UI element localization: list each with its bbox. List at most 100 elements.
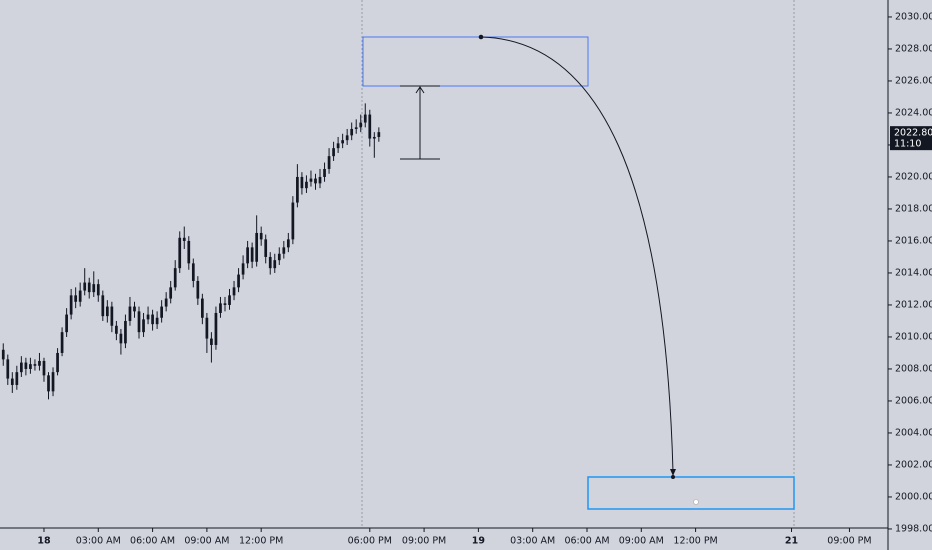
candle-body [78,290,82,302]
candle-body [105,306,109,317]
x-tick-label: 18 [37,536,51,547]
y-tick-label: 2028.00 [895,43,932,54]
y-tick-label: 2004.00 [895,427,932,438]
last-price-label: 2022.80 [894,128,932,139]
candle-body [96,284,100,296]
candle-body [210,338,213,345]
rectangle-drawing[interactable] [362,36,589,87]
candle-body [187,240,191,264]
candle-body [115,325,118,334]
candle-body [359,122,363,128]
candle-body [29,364,32,369]
rectangle-drawing[interactable] [587,476,795,510]
candle-body [232,287,236,296]
candle-body [33,364,37,366]
y-tick-label: 1998.00 [895,523,932,534]
cursor-dot [693,499,699,505]
candle-body [173,268,177,288]
candle-body [237,274,240,288]
candle-body [264,239,268,257]
countdown-label: 11:10 [894,139,921,150]
candle-body [119,333,123,344]
candle-body [228,295,231,305]
candle-body [56,352,59,373]
handle [671,475,675,479]
x-tick-label: 09:00 PM [827,536,871,547]
candle-body [83,282,87,291]
candle-body [169,287,173,299]
candle-body [146,314,150,320]
x-tick-label: 06:00 AM [130,536,175,547]
candle-body [241,263,245,275]
candle-body [246,247,249,264]
candle-body [377,132,381,137]
candle-body [38,360,41,366]
candle-body [47,375,50,392]
candle-body [1,349,5,360]
candle-body [137,311,141,333]
candle-body [372,136,376,139]
candle-body [336,143,340,149]
candle-body [74,295,78,302]
x-tick-label: 12:00 PM [673,536,717,547]
candle-body [15,372,19,385]
x-tick-label: 19 [472,536,485,547]
x-tick-label: 06:00 PM [348,536,392,547]
candle-body [291,202,295,240]
candle-body [305,181,308,189]
candle-body [164,298,168,307]
y-tick-label: 2030.00 [895,11,932,22]
candle-body [259,232,263,240]
candle-body [10,378,14,385]
candle-body [69,295,73,315]
candle-body [223,303,227,305]
y-tick-label: 2024.00 [895,107,932,118]
candle-body [92,284,96,293]
candle-body [196,280,200,299]
y-tick-label: 2018.00 [895,203,932,214]
candle-body [65,314,68,333]
last-price-box [890,126,932,151]
candle-body [314,178,317,184]
candle-body [368,114,372,139]
x-tick-label: 09:00 AM [619,536,664,547]
y-tick-label: 2026.00 [895,75,932,86]
candle-body [250,247,254,262]
candle-body [219,303,222,313]
curve-arrow[interactable] [480,36,674,473]
y-tick-label: 2020.00 [895,171,932,182]
candle-body [300,176,304,189]
candle-body [151,314,154,325]
curve-start [478,34,484,40]
candle-body [24,362,28,369]
y-tick-label: 2014.00 [895,267,932,278]
x-tick-label: 03:00 AM [510,536,555,547]
candle-body [178,237,182,269]
y-tick-label: 2012.00 [895,299,932,310]
candle-body [155,317,159,325]
candle-body [42,360,46,376]
candle-body [191,263,195,281]
candle-body [282,247,286,254]
range-arrowhead [415,86,425,94]
candle-body [273,260,277,269]
x-tick-label: 03:00 AM [76,536,121,547]
candle-body [255,232,259,262]
candle-body [51,372,55,392]
candle-body [318,176,322,184]
candle-body [277,253,281,261]
candle-body [128,306,132,321]
y-tick-label: 2006.00 [895,395,932,406]
y-tick-label: 2000.00 [895,491,932,502]
candle-body [214,312,218,345]
candle-body [60,332,64,353]
candle-body [160,306,163,318]
candle-body [323,168,326,177]
curve-arrowhead [670,469,676,476]
candle-body [110,306,114,326]
x-tick-label: 09:00 PM [402,536,446,547]
candle-body [182,237,186,241]
